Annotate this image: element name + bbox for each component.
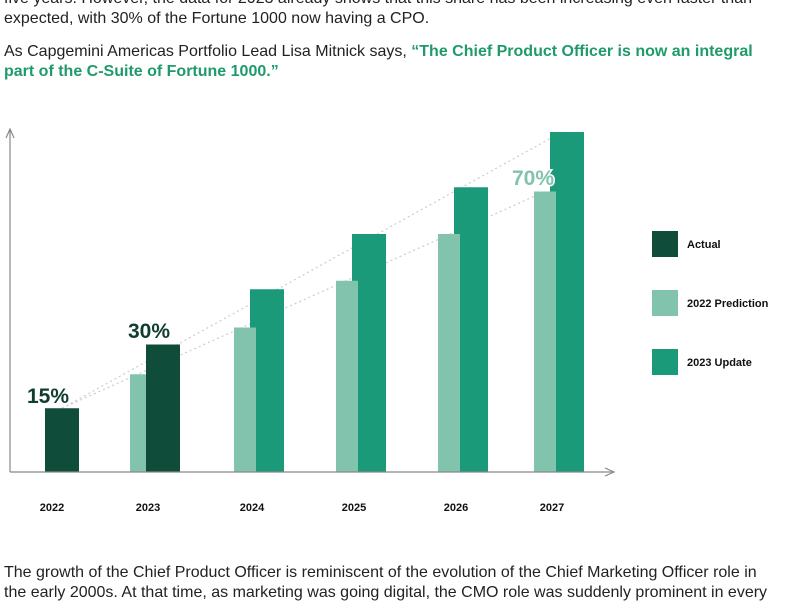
x-tick-label-2024: 2024 — [240, 502, 265, 514]
legend-swatch-2022-prediction — [652, 290, 678, 316]
quote-text-line-2: part of the C-Suite of Fortune 1000.” — [4, 63, 279, 80]
intro-paragraph: five years. However, the data for 2023 a… — [4, 0, 800, 29]
y-axis-arrow — [5, 127, 15, 139]
x-tick-label-2023: 2023 — [136, 502, 160, 514]
closing-line-1: The growth of the Chief Product Officer … — [4, 564, 757, 581]
annotation-2023: 30% — [128, 320, 170, 343]
x-tick-label-2027: 2027 — [540, 502, 564, 514]
quote-intro: As Capgemini Americas Portfolio Lead Lis… — [4, 43, 412, 60]
cpo-growth-chart: 2022 2023 2024 2025 2026 2027 15% 30% 70% Actua… — [5, 127, 769, 514]
x-axis-arrow — [604, 467, 616, 477]
quote-text-line-1: “The Chief Product Officer is now an int… — [411, 43, 753, 60]
bar-2022-prediction-2026 — [438, 234, 460, 472]
legend-label-actual: Actual — [687, 239, 721, 251]
axes — [5, 127, 616, 477]
annotation-2027: 70% — [512, 167, 554, 190]
value-annotations: 15% 30% 70% — [27, 166, 556, 409]
legend-label-2023-update: 2023 Update — [687, 357, 752, 369]
intro-line-1: five years. However, the data for 2023 a… — [4, 0, 800, 9]
legend: Actual 2022 Prediction 2023 Update — [652, 231, 769, 375]
x-tick-label-2022: 2022 — [40, 502, 64, 514]
bar-2022-prediction-2025 — [336, 280, 358, 472]
bars — [45, 132, 584, 472]
legend-swatch-actual — [652, 231, 678, 257]
quote-paragraph: As Capgemini Americas Portfolio Lead Lis… — [4, 42, 800, 82]
bar-2022-prediction-2024 — [234, 327, 256, 472]
annotation-2022: 15% — [27, 385, 69, 408]
trend-line-update — [61, 131, 563, 409]
closing-paragraph: The growth of the Chief Product Officer … — [4, 563, 800, 603]
intro-line-2: expected, with 30% of the Fortune 1000 n… — [4, 10, 430, 27]
x-tick-label-2025: 2025 — [342, 502, 366, 514]
x-tick-labels: 2022 2023 2024 2025 2026 2027 — [40, 502, 564, 514]
x-tick-label-2026: 2026 — [444, 502, 468, 514]
bar-2022-prediction-2027 — [534, 191, 556, 472]
closing-line-2: the early 2000s. At that time, as market… — [4, 584, 768, 601]
legend-label-2022-prediction: 2022 Prediction — [687, 298, 769, 310]
legend-swatch-2023-update — [652, 349, 678, 375]
bar-actual-2023 — [146, 344, 180, 472]
bar-actual-2022 — [45, 408, 79, 472]
